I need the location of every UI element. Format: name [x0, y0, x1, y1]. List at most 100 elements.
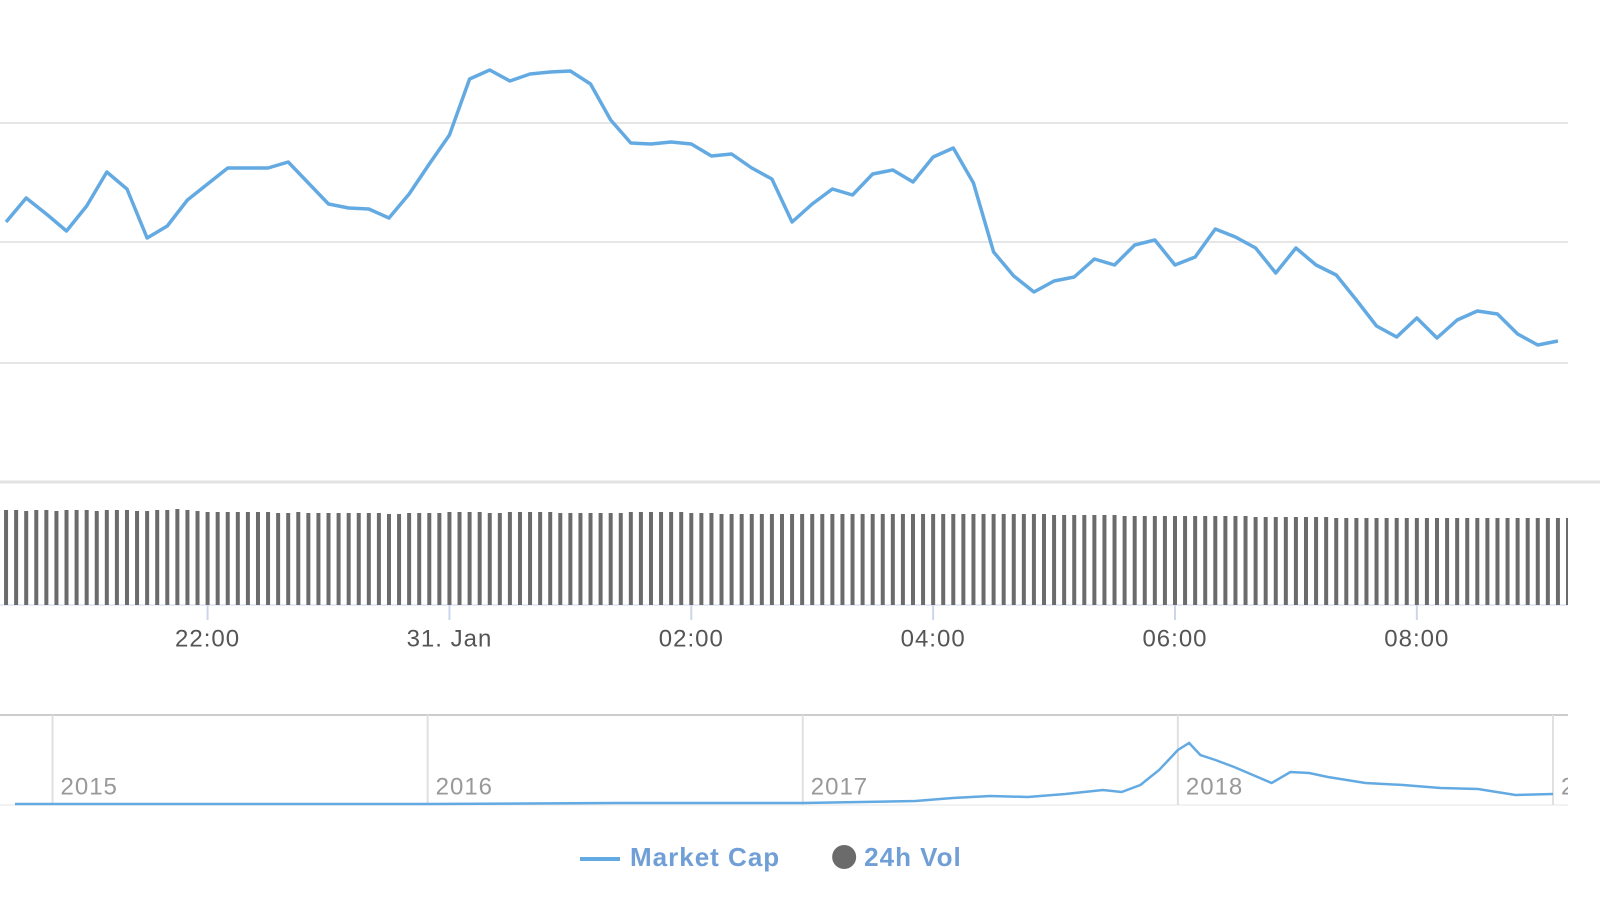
- navigator-line: [15, 741, 1554, 806]
- volume-bar: [578, 513, 583, 605]
- volume-bar: [205, 512, 210, 605]
- volume-bar: [306, 513, 311, 605]
- x-tick-label: 08:00: [1384, 625, 1449, 652]
- volume-bar: [1374, 518, 1379, 605]
- volume-bar: [648, 512, 653, 605]
- volume-bar: [366, 513, 371, 605]
- volume-bar: [1394, 518, 1399, 605]
- volume-bar: [507, 512, 512, 605]
- volume-bar: [1545, 518, 1550, 605]
- legend-label: 24h Vol: [864, 842, 962, 872]
- navigator-tick-label: 2019: [1561, 773, 1600, 800]
- volume-bar: [467, 512, 472, 605]
- volume-bar: [921, 514, 926, 605]
- volume-bar: [749, 514, 754, 605]
- volume-bar: [1364, 518, 1369, 605]
- legend-marker: [832, 845, 857, 869]
- volume-bar: [1283, 517, 1288, 605]
- volume-bar: [1132, 516, 1137, 605]
- volume-bar: [941, 514, 946, 605]
- volume-bar: [1344, 518, 1349, 605]
- volume-bar: [1193, 516, 1198, 605]
- volume-bar: [185, 510, 190, 605]
- volume-bar: [588, 513, 593, 605]
- volume-bar: [628, 512, 633, 605]
- volume-bar: [1414, 518, 1419, 605]
- volume-bar: [538, 512, 543, 605]
- volume-bar: [397, 514, 402, 605]
- volume-bar: [437, 513, 442, 605]
- volume-bar: [1041, 514, 1046, 605]
- x-tick-label: 22:00: [175, 625, 240, 652]
- volume-bar: [840, 514, 845, 605]
- volume-bar: [1495, 518, 1500, 605]
- volume-bar: [810, 514, 815, 605]
- volume-bar: [497, 513, 502, 605]
- volume-bar: [336, 513, 341, 605]
- volume-bar: [276, 513, 281, 605]
- navigator-tick-label: 2015: [61, 773, 118, 800]
- volume-bar: [1273, 517, 1278, 605]
- volume-bar: [155, 510, 160, 605]
- volume-bar: [1162, 516, 1167, 605]
- volume-bar: [64, 510, 69, 605]
- volume-bar: [386, 514, 391, 605]
- volume-bar: [165, 510, 170, 605]
- volume-bar: [245, 512, 250, 605]
- volume-bar: [689, 513, 694, 605]
- volume-bar: [659, 512, 664, 605]
- volume-bar: [145, 511, 150, 605]
- volume-bar: [1455, 518, 1460, 605]
- x-tick-label: 02:00: [659, 625, 724, 652]
- volume-bar: [215, 512, 220, 605]
- volume-bar: [830, 514, 835, 605]
- volume-bar: [961, 514, 966, 605]
- volume-bar: [1535, 518, 1540, 605]
- volume-bar: [407, 513, 412, 605]
- volume-bar: [447, 512, 452, 605]
- volume-bar: [376, 513, 381, 605]
- volume-bar: [1001, 514, 1006, 605]
- volume-bar: [1142, 516, 1147, 605]
- volume-bar: [779, 514, 784, 605]
- volume-bar: [1233, 516, 1238, 605]
- volume-bar: [548, 512, 553, 605]
- volume-bar: [1102, 515, 1107, 605]
- volume-bar: [235, 512, 240, 605]
- volume-bar: [114, 510, 119, 605]
- volume-bar: [1072, 515, 1077, 605]
- volume-bar: [84, 510, 89, 605]
- volume-bar: [618, 513, 623, 605]
- volume-bar: [316, 513, 321, 605]
- volume-bar: [1213, 516, 1218, 605]
- grid: [0, 122, 1568, 364]
- volume-bar: [790, 514, 795, 605]
- volume-bar: [719, 514, 724, 605]
- volume-bar: [346, 513, 351, 605]
- navigator-tick-label: 2016: [436, 773, 493, 800]
- volume-bar: [286, 513, 291, 605]
- volume-bar: [1293, 517, 1298, 605]
- legend-label: Market Cap: [630, 842, 780, 872]
- volume-bar: [44, 510, 49, 605]
- volume-bar: [175, 509, 180, 605]
- volume-bar: [4, 510, 9, 605]
- volume-bar: [1424, 518, 1429, 605]
- volume-bar: [195, 511, 200, 605]
- volume-bar: [669, 512, 674, 605]
- market-cap-line: [4, 68, 1559, 347]
- volume-bar: [890, 514, 895, 605]
- volume-bar: [910, 514, 915, 605]
- volume-bar: [1253, 517, 1258, 605]
- volume-bar: [769, 514, 774, 605]
- volume-bar: [1566, 518, 1568, 605]
- volume-bar: [608, 513, 613, 605]
- volume-bar: [699, 513, 704, 605]
- navigator-tick-label: 2017: [811, 773, 868, 800]
- volume-bar: [1475, 518, 1480, 605]
- volume-bar: [1172, 516, 1177, 605]
- volume-bar: [991, 514, 996, 605]
- volume-bar: [1223, 516, 1228, 605]
- volume-bar: [820, 514, 825, 605]
